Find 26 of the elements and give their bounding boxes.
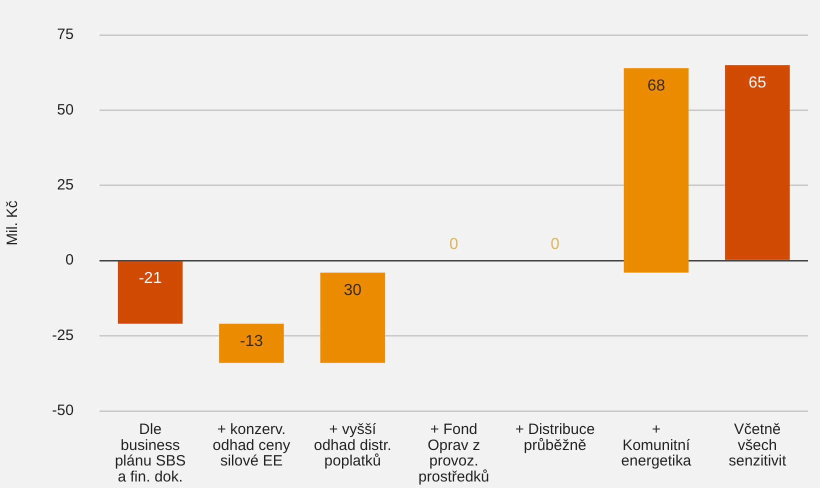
data-label: 30: [344, 282, 362, 300]
x-tick-label: + Fond Oprav z provoz. prostředků: [418, 421, 490, 486]
bar: [725, 65, 790, 260]
x-tick-label: + Komunitní energetika: [621, 421, 692, 470]
data-label: 65: [748, 74, 766, 92]
x-tick-label: Včetně všech senzitivit: [728, 421, 787, 470]
data-label: -21: [138, 270, 162, 288]
data-label: 0: [449, 236, 458, 254]
bar: [118, 261, 183, 324]
data-label: 68: [647, 77, 666, 94]
x-tick-label: + konzerv. odhad ceny silové EE: [212, 421, 291, 470]
data-label: -13: [240, 333, 264, 350]
y-tick-label: 75: [56, 26, 74, 44]
bar: [219, 324, 284, 363]
y-tick-label: 25: [56, 176, 74, 194]
x-tick-label: + Distribuce průběžně: [515, 421, 595, 454]
y-tick-label: 0: [65, 252, 74, 269]
y-axis-title: Mil. Kč: [4, 200, 22, 246]
bar: [320, 272, 386, 363]
y-tick-label: 50: [56, 101, 74, 118]
data-label: 0: [550, 236, 560, 254]
y-tick-label: -50: [52, 402, 74, 420]
x-tick-label: Dle business plánu SBS a fin. dok.: [114, 421, 186, 486]
x-tick-label: + vyšší odhad distr. poplatků: [314, 421, 392, 470]
y-tick-label: -25: [52, 326, 74, 344]
bar: [624, 68, 689, 273]
